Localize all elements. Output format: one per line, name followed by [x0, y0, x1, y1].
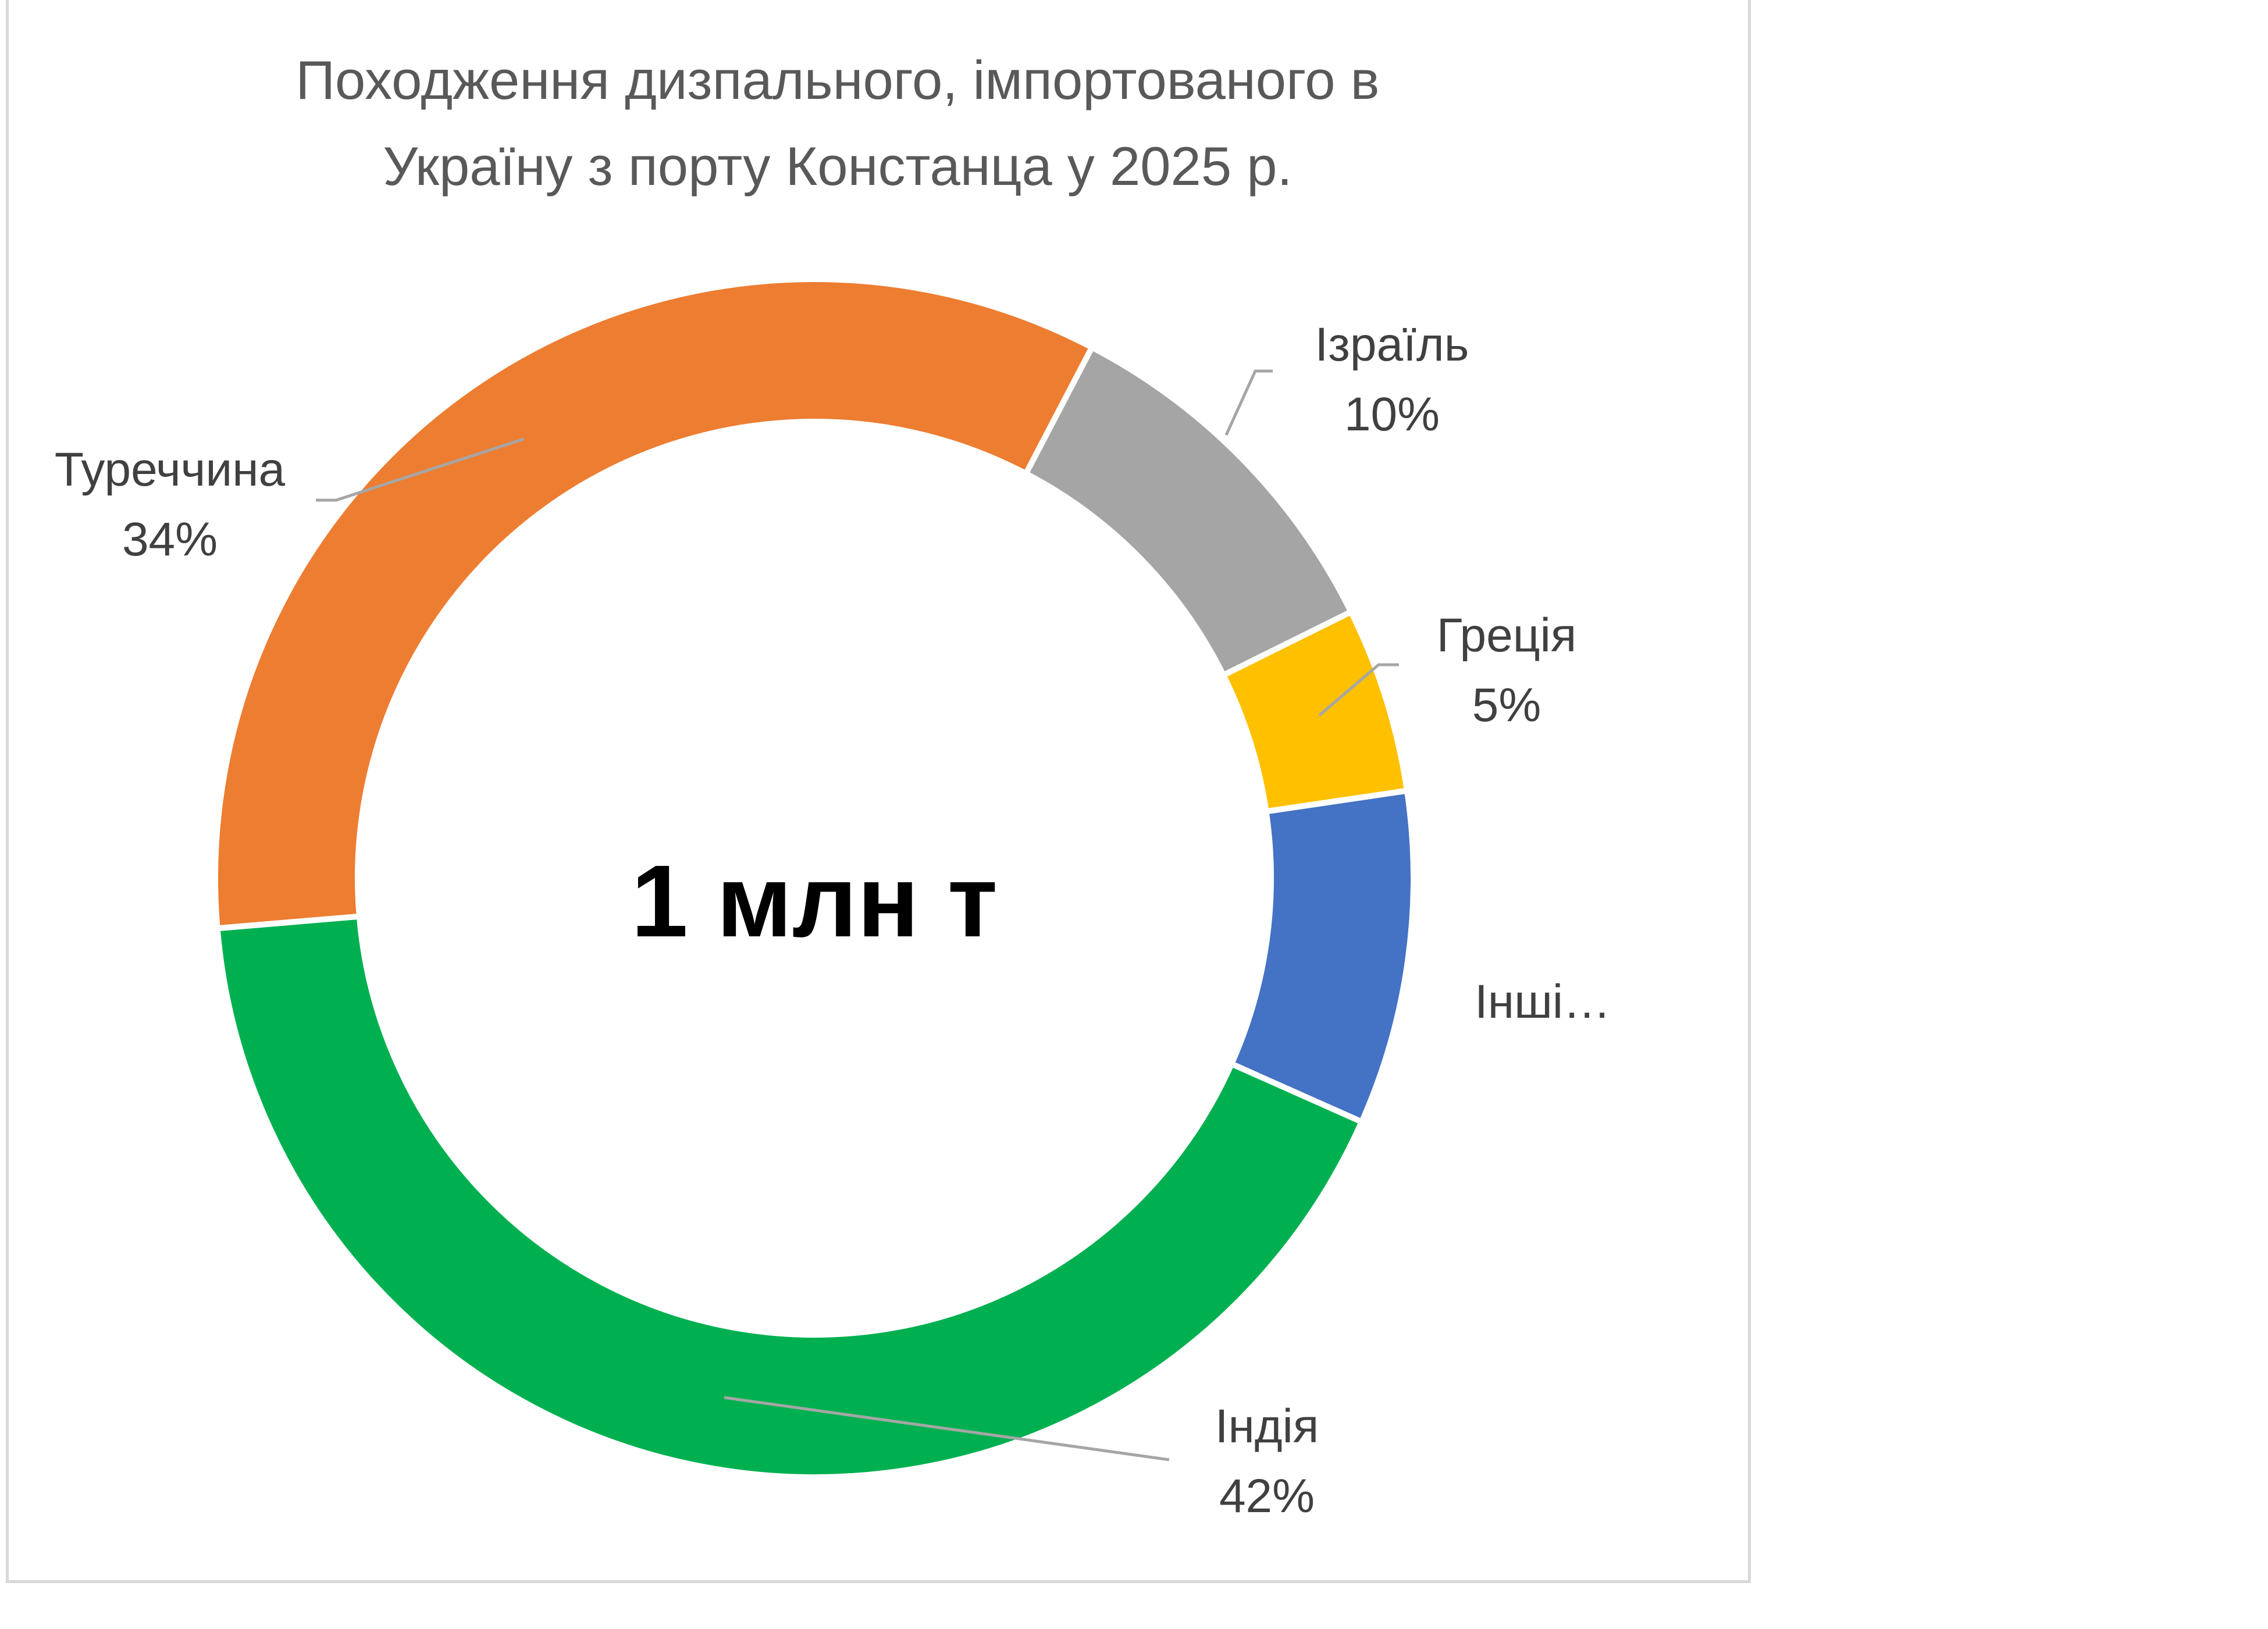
donut-slices	[212, 276, 1416, 1480]
slice-label-turkey-value: 34%	[122, 513, 218, 566]
slice-label-israel-value: 10%	[1344, 388, 1440, 441]
donut-slice-4	[212, 276, 1096, 932]
chart-title-line-1: Походження дизпального, імпортованого в	[295, 49, 1379, 110]
chart-title-line-2: Україну з порту Констанца у 2025 р.	[383, 136, 1292, 197]
slice-label-greece-name: Греція	[1437, 609, 1577, 662]
slice-label-others-name: Інші…	[1475, 975, 1611, 1028]
donut-slice-0	[1021, 343, 1355, 679]
donut-slice-3	[214, 913, 1366, 1480]
donut-center-label: 1 млн т	[631, 844, 998, 958]
leader-line-israel	[1224, 369, 1273, 436]
donut-slice-2	[1227, 787, 1416, 1126]
slice-label-greece-value: 5%	[1472, 679, 1541, 732]
slice-label-israel-name: Ізраїль	[1315, 318, 1469, 371]
leader-line-greece	[1318, 663, 1399, 717]
leader-line-india	[724, 1396, 1170, 1462]
slice-label-india-name: Індія	[1215, 1400, 1319, 1453]
slice-label-turkey-name: Туреччина	[55, 443, 286, 496]
slice-label-india-value: 42%	[1219, 1470, 1315, 1523]
leader-line-turkey	[316, 437, 524, 502]
